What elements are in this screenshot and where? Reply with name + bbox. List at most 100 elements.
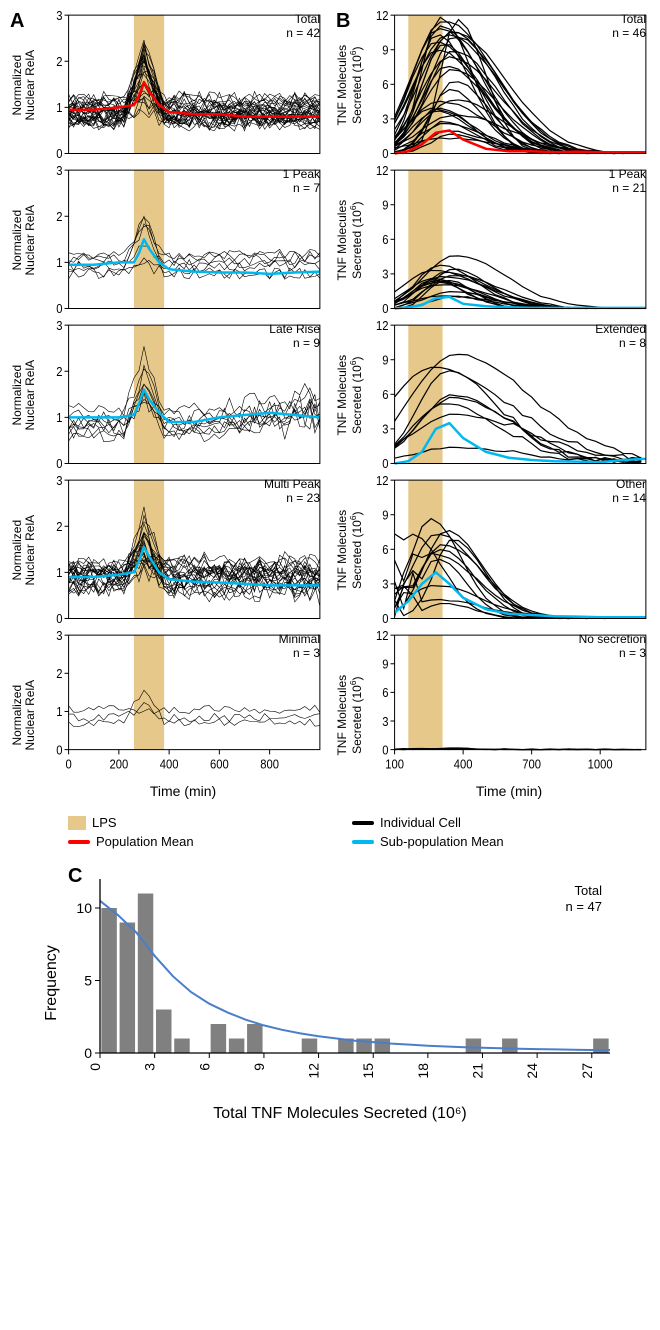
legend-item: Sub-population Mean (352, 834, 612, 849)
svg-text:0: 0 (87, 1063, 103, 1071)
plot-svg: 0 1 2 3 (40, 8, 326, 163)
panel-annotation: Totaln = 46 (612, 12, 646, 41)
legend-swatch (352, 840, 374, 844)
svg-text:12: 12 (376, 628, 389, 643)
svg-text:9: 9 (382, 657, 388, 672)
svg-text:15: 15 (360, 1063, 376, 1079)
plot-svg: 0 3 6 9 12 (366, 473, 652, 628)
ylabel: TNF MoleculesSecreted (106) (336, 675, 364, 756)
subpanel: TNF MoleculesSecreted (106) 0 3 6 9 12 Totaln … (334, 8, 652, 163)
legend: LPS Individual Cell Population Mean Sub-pop… (8, 803, 652, 869)
svg-text:0: 0 (382, 301, 388, 316)
svg-text:0: 0 (382, 146, 388, 161)
ylabel: NormalizedNuclear RelA (11, 360, 37, 431)
plot-svg: 0 3 6 9 12 (366, 8, 652, 163)
svg-text:0: 0 (56, 456, 62, 471)
svg-text:800: 800 (260, 757, 279, 772)
legend-label: Individual Cell (380, 815, 461, 830)
svg-text:3: 3 (56, 8, 62, 23)
svg-text:12: 12 (376, 163, 389, 178)
xlabel: Time (min) (366, 783, 652, 803)
xlabel: Time (min) (40, 783, 326, 803)
svg-text:0: 0 (56, 301, 62, 316)
panel-annotation: Minimaln = 3 (279, 632, 320, 661)
legend-swatch (68, 816, 86, 830)
svg-text:3: 3 (382, 577, 388, 592)
legend-label: LPS (92, 815, 117, 830)
svg-text:3: 3 (382, 112, 388, 127)
legend-item: Population Mean (68, 834, 328, 849)
svg-text:1000: 1000 (588, 757, 613, 772)
ylabel: NormalizedNuclear RelA (11, 205, 37, 276)
hist-svg: 05100369121518212427Totaln = 47 (58, 869, 622, 1099)
svg-text:6: 6 (382, 232, 388, 247)
svg-text:6: 6 (196, 1063, 212, 1071)
svg-text:24: 24 (524, 1063, 540, 1079)
ylabel: TNF MoleculesSecreted (106) (336, 355, 364, 436)
hist-xlabel: Total TNF Molecules Secreted (10⁶) (58, 1099, 622, 1123)
figure-root: A NormalizedNuclear RelA0123Totaln = 42N… (8, 8, 652, 1123)
legend-item: Individual Cell (352, 815, 612, 830)
panel-annotation: Late Risen = 9 (269, 322, 320, 351)
svg-text:Total: Total (575, 883, 603, 898)
svg-text:9: 9 (382, 508, 388, 523)
panel-annotation: No secretionn = 3 (579, 632, 646, 661)
svg-text:2: 2 (56, 54, 62, 69)
svg-text:12: 12 (376, 473, 389, 488)
svg-text:3: 3 (382, 422, 388, 437)
subpanel: NormalizedNuclear RelA01231 Peakn = 7 (8, 163, 326, 318)
svg-text:1: 1 (56, 704, 62, 719)
svg-text:0: 0 (65, 757, 71, 772)
svg-text:3: 3 (56, 628, 62, 643)
panel-annotation: Multi Peakn = 23 (264, 477, 320, 506)
svg-text:9: 9 (382, 43, 388, 58)
svg-text:3: 3 (56, 473, 62, 488)
svg-text:2: 2 (56, 209, 62, 224)
svg-text:5: 5 (84, 973, 92, 989)
subpanel: NormalizedNuclear RelA01230200400600800M… (8, 628, 326, 803)
svg-text:0: 0 (382, 611, 388, 626)
top-row: A NormalizedNuclear RelA0123Totaln = 42N… (8, 8, 652, 803)
ylabel: TNF MoleculesSecreted (106) (336, 45, 364, 126)
panel-annotation: Totaln = 42 (286, 12, 320, 41)
svg-text:12: 12 (376, 8, 389, 23)
svg-text:400: 400 (160, 757, 179, 772)
svg-text:6: 6 (382, 77, 388, 92)
svg-text:6: 6 (382, 685, 388, 700)
subpanel: TNF MoleculesSecreted (106)036912Extende… (334, 318, 652, 473)
subpanel: TNF MoleculesSecreted (106)0369121 Peakn… (334, 163, 652, 318)
ylabel: NormalizedNuclear RelA (11, 515, 37, 586)
svg-text:3: 3 (142, 1063, 158, 1071)
svg-text:1: 1 (56, 565, 62, 580)
panel-annotation: Extendedn = 8 (595, 322, 646, 351)
ylabel: TNF MoleculesSecreted (106) (336, 510, 364, 591)
column-b: B TNF MoleculesSecreted (106)036912Total… (334, 8, 652, 803)
subpanel: NormalizedNuclear RelA0123Multi Peakn = … (8, 473, 326, 628)
svg-text:400: 400 (454, 757, 473, 772)
svg-text:3: 3 (56, 318, 62, 333)
svg-text:9: 9 (382, 353, 388, 368)
panel-c: C Frequency 05100369121518212427Totaln =… (8, 869, 652, 1123)
legend-swatch (68, 840, 90, 844)
hist-plot: 05100369121518212427Totaln = 47 (58, 869, 622, 1099)
svg-text:9: 9 (382, 198, 388, 213)
legend-label: Sub-population Mean (380, 834, 504, 849)
svg-text:6: 6 (382, 387, 388, 402)
svg-text:21: 21 (470, 1063, 486, 1079)
ylabel: TNF MoleculesSecreted (106) (336, 200, 364, 281)
legend-item: LPS (68, 815, 328, 830)
svg-text:6: 6 (382, 542, 388, 557)
svg-text:3: 3 (56, 163, 62, 178)
svg-text:3: 3 (382, 267, 388, 282)
svg-text:3: 3 (382, 714, 388, 729)
svg-text:9: 9 (251, 1063, 267, 1071)
svg-text:12: 12 (376, 318, 389, 333)
svg-text:200: 200 (109, 757, 128, 772)
panel-annotation: 1 Peakn = 7 (283, 167, 320, 196)
ylabel: NormalizedNuclear RelA (11, 50, 37, 121)
svg-text:1: 1 (56, 100, 62, 115)
svg-text:2: 2 (56, 364, 62, 379)
svg-text:100: 100 (385, 757, 404, 772)
svg-text:1: 1 (56, 410, 62, 425)
svg-text:0: 0 (56, 146, 62, 161)
